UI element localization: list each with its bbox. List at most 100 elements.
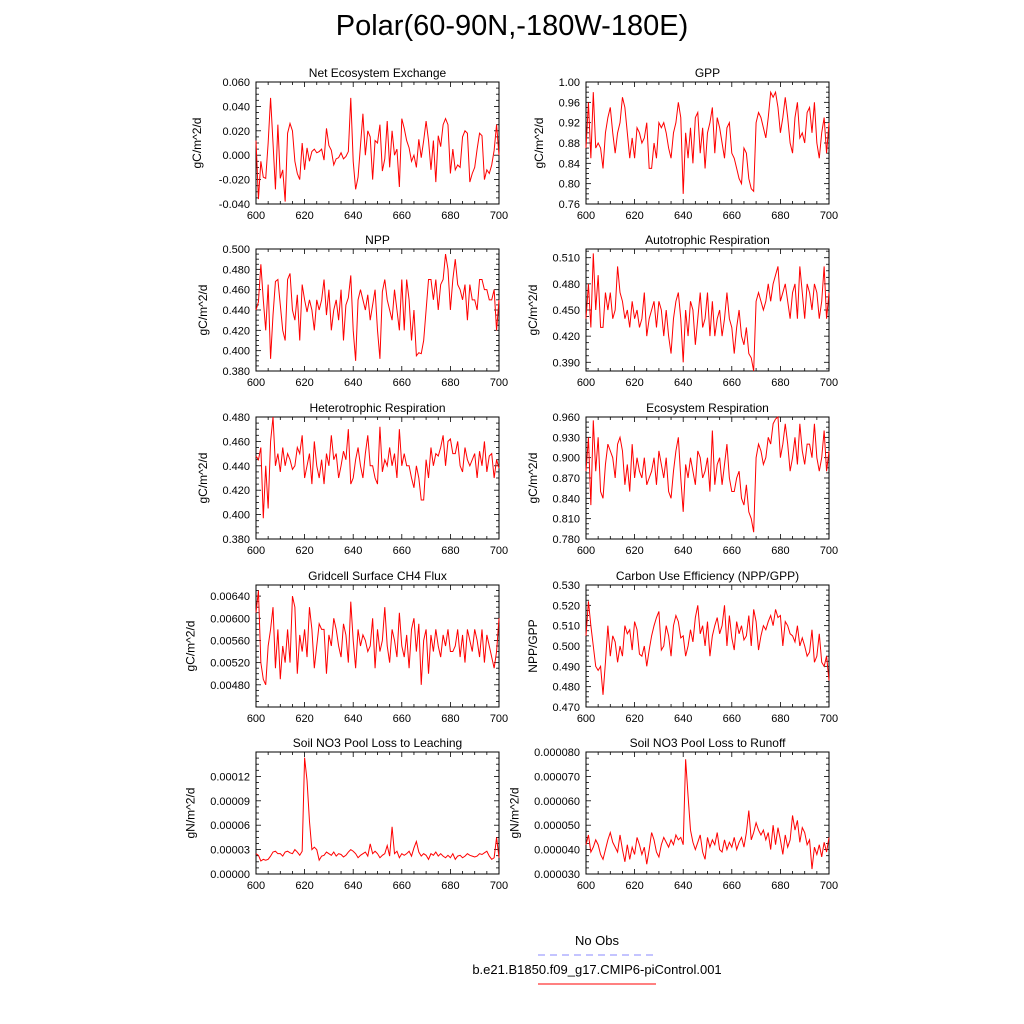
x-tick-label: 600	[577, 377, 595, 389]
x-tick-label: 620	[625, 713, 643, 725]
x-tick-label: 680	[771, 713, 789, 725]
y-tick-label: 0.00520	[210, 658, 250, 670]
y-tick-label: 0.480	[222, 412, 250, 424]
y-axis-label: gC/m^2/d	[526, 453, 540, 504]
x-tick-label: 660	[723, 545, 741, 557]
y-tick-label: 0.000080	[534, 747, 580, 759]
series-line	[255, 416, 500, 519]
x-tick-label: 620	[625, 880, 643, 892]
chart-title: Soil NO3 Pool Loss to Runoff	[630, 736, 787, 750]
x-tick-label: 680	[441, 713, 459, 725]
chart-panel: Autotrophic Respiration 600 620 640 660 680 70…	[526, 233, 838, 389]
legend: No Obs b.e21.B1850.f09_g17.CMIP6-piContro…	[472, 933, 722, 985]
x-tick-label: 660	[723, 377, 741, 389]
y-tick-label: 0.92	[559, 118, 580, 130]
x-tick-label: 620	[295, 545, 313, 557]
plot-frame	[255, 751, 500, 875]
y-axis-label: gN/m^2/d	[507, 788, 521, 839]
chart-panel: Net Ecosystem Exchange 600 620 640 660 680 700…	[190, 66, 508, 222]
x-tick-label: 620	[295, 210, 313, 222]
x-tick-label: 700	[490, 545, 508, 557]
y-axis-label: gC/m^2/d	[184, 621, 198, 672]
y-tick-label: 0.780	[552, 534, 580, 546]
y-axis-label: gC/m^2/d	[196, 453, 210, 504]
y-tick-label: 0.00006	[210, 820, 250, 832]
chart-title: Ecosystem Respiration	[646, 401, 769, 415]
y-tick-label: 0.510	[552, 621, 580, 633]
x-tick-label: 640	[344, 210, 362, 222]
y-tick-label: 0.00560	[210, 635, 250, 647]
chart-title: Autotrophic Respiration	[645, 233, 770, 247]
x-tick-label: 600	[247, 377, 265, 389]
series-line	[585, 415, 830, 533]
x-tick-label: 660	[393, 880, 411, 892]
y-tick-label: 0.490	[552, 661, 580, 673]
chart-title: Carbon Use Efficiency (NPP/GPP)	[616, 569, 799, 583]
y-tick-label: 0.000040	[534, 845, 580, 857]
y-tick-label: 0.00600	[210, 613, 250, 625]
y-tick-label: 0.900	[552, 453, 580, 465]
x-tick-label: 640	[674, 210, 692, 222]
y-tick-label: 0.000	[222, 150, 250, 162]
x-tick-label: 700	[820, 377, 838, 389]
x-tick-label: 600	[247, 545, 265, 557]
series-line	[255, 590, 500, 686]
y-tick-label: 0.520	[552, 600, 580, 612]
y-tick-label: 0.380	[222, 534, 250, 546]
y-tick-label: 0.420	[552, 331, 580, 343]
x-tick-label: 700	[820, 545, 838, 557]
series-line	[255, 97, 500, 202]
x-tick-label: 600	[247, 880, 265, 892]
y-tick-label: 0.84	[559, 158, 580, 170]
series-line	[585, 759, 830, 870]
chart-title: Net Ecosystem Exchange	[309, 66, 447, 80]
y-tick-label: 0.500	[552, 641, 580, 653]
chart-panel: NPP 600 620 640 660 680 700 0.380 0.400 0.420 0.44…	[196, 233, 508, 389]
series-line	[585, 90, 830, 194]
y-tick-label: 0.420	[222, 485, 250, 497]
y-tick-label: 0.00640	[210, 591, 250, 603]
x-tick-label: 640	[344, 880, 362, 892]
y-tick-label: 0.440	[222, 305, 250, 317]
x-tick-label: 620	[295, 713, 313, 725]
x-tick-label: 620	[295, 880, 313, 892]
chart-panel: Carbon Use Efficiency (NPP/GPP) 600 620 640…	[526, 569, 838, 725]
plot-frame	[585, 248, 830, 372]
y-tick-label: 0.390	[552, 357, 580, 369]
x-tick-label: 700	[490, 377, 508, 389]
chart-panel: Soil NO3 Pool Loss to Runoff 600 620 640 660…	[507, 736, 838, 892]
y-tick-label: 0.470	[552, 702, 580, 714]
x-tick-label: 700	[820, 880, 838, 892]
chart-panel: GPP 600 620 640 660 680 700 0.76 0.80 0.84 0.88 0.9…	[532, 66, 838, 222]
chart-title: NPP	[365, 233, 390, 247]
y-tick-label: 0.00009	[210, 796, 250, 808]
y-tick-label: -0.020	[219, 175, 250, 187]
y-tick-label: 0.480	[552, 682, 580, 694]
legend-model-label: b.e21.B1850.f09_g17.CMIP6-piControl.001	[472, 962, 721, 977]
x-tick-label: 700	[490, 713, 508, 725]
x-tick-label: 640	[674, 880, 692, 892]
x-tick-label: 660	[723, 210, 741, 222]
y-tick-label: 0.960	[552, 412, 580, 424]
x-tick-label: 680	[441, 377, 459, 389]
y-tick-label: 0.00012	[210, 771, 250, 783]
y-tick-label: 0.810	[552, 514, 580, 526]
y-tick-label: 0.510	[552, 253, 580, 265]
x-tick-label: 680	[771, 377, 789, 389]
y-axis-label: gC/m^2/d	[190, 118, 204, 169]
plot-frame	[585, 416, 830, 540]
series-line	[255, 757, 500, 862]
x-tick-label: 600	[577, 210, 595, 222]
y-tick-label: 0.500	[222, 244, 250, 256]
y-tick-label: 0.870	[552, 473, 580, 485]
x-tick-label: 640	[344, 377, 362, 389]
x-tick-label: 620	[625, 545, 643, 557]
y-tick-label: 0.76	[559, 199, 580, 211]
x-tick-label: 620	[295, 377, 313, 389]
y-axis-label: gN/m^2/d	[184, 788, 198, 839]
series-line	[585, 253, 830, 372]
y-tick-label: 0.400	[222, 510, 250, 522]
x-tick-label: 640	[674, 545, 692, 557]
x-tick-label: 640	[344, 713, 362, 725]
